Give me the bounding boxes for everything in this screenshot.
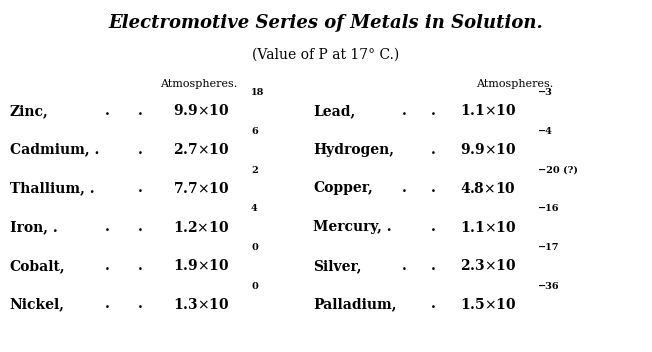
Text: 2.7$\times$10: 2.7$\times$10 xyxy=(173,142,229,157)
Text: Atmospheres.: Atmospheres. xyxy=(477,79,554,89)
Text: .: . xyxy=(105,104,110,118)
Text: Lead,: Lead, xyxy=(313,104,355,118)
Text: .: . xyxy=(431,181,436,195)
Text: Palladium,: Palladium, xyxy=(313,297,396,312)
Text: .: . xyxy=(402,259,407,273)
Text: −17: −17 xyxy=(538,243,559,252)
Text: .: . xyxy=(138,143,143,157)
Text: Cobalt,: Cobalt, xyxy=(10,259,65,273)
Text: 1.3$\times$10: 1.3$\times$10 xyxy=(173,297,229,312)
Text: .: . xyxy=(105,297,110,312)
Text: .: . xyxy=(105,220,110,234)
Text: Iron, .: Iron, . xyxy=(10,220,57,234)
Text: 0: 0 xyxy=(251,282,258,291)
Text: Atmospheres.: Atmospheres. xyxy=(160,79,237,89)
Text: .: . xyxy=(402,181,407,195)
Text: 7.7$\times$10: 7.7$\times$10 xyxy=(173,181,229,196)
Text: Electromotive Series of Metals in Solution.: Electromotive Series of Metals in Soluti… xyxy=(109,14,543,32)
Text: 6: 6 xyxy=(251,127,258,136)
Text: Copper,: Copper, xyxy=(313,181,373,195)
Text: 1.1$\times$10: 1.1$\times$10 xyxy=(460,103,516,118)
Text: Nickel,: Nickel, xyxy=(10,297,65,312)
Text: 4.8$\times$10: 4.8$\times$10 xyxy=(460,181,516,196)
Text: .: . xyxy=(431,143,436,157)
Text: .: . xyxy=(138,259,143,273)
Text: 0: 0 xyxy=(251,243,258,252)
Text: −4: −4 xyxy=(538,127,553,136)
Text: −3: −3 xyxy=(538,88,553,97)
Text: 9.9$\times$10: 9.9$\times$10 xyxy=(460,142,516,157)
Text: 4: 4 xyxy=(251,204,258,213)
Text: .: . xyxy=(431,259,436,273)
Text: −36: −36 xyxy=(538,282,559,291)
Text: .: . xyxy=(138,220,143,234)
Text: .: . xyxy=(138,297,143,312)
Text: .: . xyxy=(105,259,110,273)
Text: .: . xyxy=(431,297,436,312)
Text: 9.9$\times$10: 9.9$\times$10 xyxy=(173,103,229,118)
Text: Zinc,: Zinc, xyxy=(10,104,48,118)
Text: 1.5$\times$10: 1.5$\times$10 xyxy=(460,297,516,312)
Text: .: . xyxy=(431,220,436,234)
Text: 1.9$\times$10: 1.9$\times$10 xyxy=(173,258,229,273)
Text: 1.2$\times$10: 1.2$\times$10 xyxy=(173,220,229,234)
Text: Mercury, .: Mercury, . xyxy=(313,220,392,234)
Text: .: . xyxy=(402,104,407,118)
Text: Thallium, .: Thallium, . xyxy=(10,181,95,195)
Text: .: . xyxy=(138,181,143,195)
Text: Silver,: Silver, xyxy=(313,259,361,273)
Text: (Value of P at 17° C.): (Value of P at 17° C.) xyxy=(252,48,400,62)
Text: 18: 18 xyxy=(251,88,265,97)
Text: 2.3$\times$10: 2.3$\times$10 xyxy=(460,258,516,273)
Text: 1.1$\times$10: 1.1$\times$10 xyxy=(460,220,516,234)
Text: .: . xyxy=(431,104,436,118)
Text: .: . xyxy=(138,104,143,118)
Text: −20 (?): −20 (?) xyxy=(538,165,578,175)
Text: 2: 2 xyxy=(251,165,258,175)
Text: Cadmium, .: Cadmium, . xyxy=(10,143,99,157)
Text: −16: −16 xyxy=(538,204,559,213)
Text: Hydrogen,: Hydrogen, xyxy=(313,143,394,157)
